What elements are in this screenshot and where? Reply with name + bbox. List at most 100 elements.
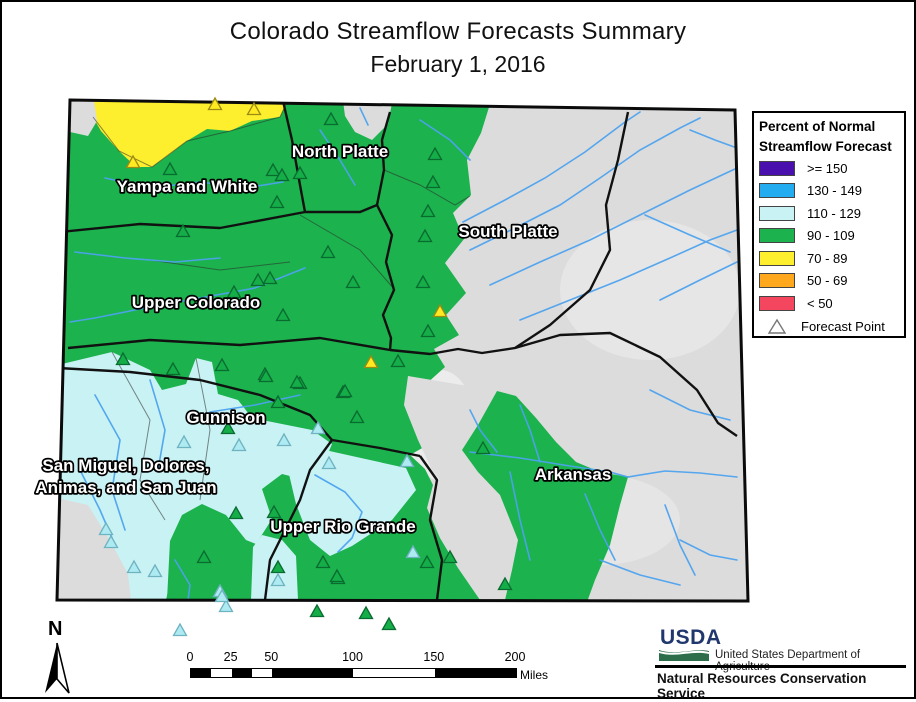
forecast-point-triangle	[269, 194, 285, 209]
legend-label: 70 - 89	[807, 250, 848, 266]
scale-bar-segments	[190, 668, 517, 678]
forecast-point-triangle	[310, 420, 326, 435]
forecast-point-triangle	[363, 354, 379, 369]
basin-boundaries	[57, 100, 738, 601]
legend-forecast-point-label: Forecast Point	[801, 318, 885, 334]
forecast-point-triangle	[381, 616, 397, 631]
forecast-point-triangle	[162, 161, 178, 176]
forecast-points-layer	[98, 96, 513, 637]
forecast-point-triangle	[349, 409, 365, 424]
legend-item: 50 - 69	[759, 270, 904, 293]
subbasin-lines	[92, 101, 471, 521]
forecast-point-triangle	[207, 96, 223, 111]
forecast-point-triangle	[289, 374, 305, 389]
basin-label: Yampa and White	[117, 177, 258, 196]
forecast-point-triangle	[214, 357, 230, 372]
state-border	[55, 98, 750, 603]
basin-label: Upper Rio Grande	[270, 517, 415, 536]
forecast-point-triangle	[98, 521, 114, 536]
basin-label: Upper Colorado	[132, 293, 260, 312]
map-title: Colorado Streamflow Forecasts Summary Fe…	[0, 18, 916, 78]
scale-tick: 200	[504, 650, 526, 664]
forecast-point-triangle	[323, 111, 339, 126]
forecast-point-triangle	[214, 588, 230, 603]
legend-title-line2: Streamflow Forecast	[759, 139, 892, 154]
scale-tick: 150	[423, 650, 445, 664]
forecast-point-triangle	[420, 203, 436, 218]
basin-label: North Platte	[292, 142, 388, 161]
no-data-arkansas-valley	[404, 376, 500, 495]
scale-tick: 50	[264, 650, 279, 664]
forecast-point-triangle	[320, 244, 336, 259]
rivers	[69, 107, 738, 601]
legend-label: 110 - 129	[807, 205, 861, 221]
usda-department-text: United States Department of Agriculture	[715, 649, 861, 673]
forecast-point-triangle	[231, 437, 247, 452]
north-arrow-icon	[45, 642, 70, 694]
forecast-point-triangle	[475, 440, 491, 455]
usda-swoosh-icon	[659, 650, 709, 661]
usda-logo-text: USDA	[660, 626, 722, 649]
forecast-point-triangle	[432, 303, 448, 318]
forecast-point-triangle	[274, 167, 290, 182]
hillshade	[560, 220, 740, 360]
scale-bar: 0 25 50 100 150 200 Miles	[187, 648, 558, 684]
forecast-point-triangle	[246, 101, 262, 116]
forecast-point-triangle	[126, 559, 142, 574]
forecast-point-triangle	[176, 434, 192, 449]
north-arrow: N	[40, 618, 80, 696]
forecast-point-triangle	[420, 323, 436, 338]
scale-unit: Miles	[520, 668, 549, 682]
legend-item: >= 150	[759, 157, 904, 180]
forecast-point-triangle	[405, 544, 421, 559]
forecast-point-triangle	[270, 559, 286, 574]
basin-fill-cyan-southwest	[57, 352, 332, 600]
forecast-point-triangle	[172, 622, 188, 637]
usda-agency-text: Natural Resources Conservation Service	[657, 671, 867, 701]
forecast-point-triangle	[442, 549, 458, 564]
legend-label: 90 - 109	[807, 228, 855, 244]
legend-item: 90 - 109	[759, 225, 904, 248]
basin-label: Arkansas	[535, 465, 612, 484]
forecast-point-triangle	[250, 272, 266, 287]
forecast-point-triangle	[337, 383, 353, 398]
legend-item: 130 - 149	[759, 180, 904, 203]
legend-label: >= 150	[807, 160, 848, 176]
legend-swatch	[759, 295, 795, 311]
forecast-point-triangle	[196, 549, 212, 564]
basin-fill-green-animas	[167, 504, 251, 600]
title-line2: February 1, 2016	[370, 51, 546, 77]
legend-swatch	[759, 273, 795, 289]
scale-tick: 100	[342, 650, 363, 664]
forecast-point-triangle	[218, 598, 234, 613]
forecast-point-triangle	[103, 534, 119, 549]
forecast-point-triangle	[329, 568, 345, 583]
forecast-point-triangle	[270, 572, 286, 587]
legend-title-line1: Percent of Normal	[759, 119, 876, 134]
forecast-point-triangle	[292, 165, 308, 180]
forecast-point-triangle	[266, 504, 282, 519]
no-data-top-patch	[343, 101, 392, 140]
legend: Percent of Normal Streamflow Forecast >=…	[752, 111, 906, 338]
legend-item: 110 - 129	[759, 202, 904, 225]
forecast-point-icon	[767, 318, 787, 334]
forecast-point-triangle	[226, 284, 242, 299]
no-data-sw-corner	[57, 498, 131, 600]
forecast-point-triangle	[115, 351, 131, 366]
legend-label: 130 - 149	[807, 183, 862, 199]
forecast-point-triangle	[345, 274, 361, 289]
forecast-point-triangle	[415, 274, 431, 289]
forecast-point-triangle	[321, 455, 337, 470]
no-data-nw-corner	[70, 100, 97, 136]
forecast-point-triangle	[258, 368, 274, 383]
usda-block: USDA United States Department of Agricul…	[655, 626, 906, 701]
forecast-point-triangle	[175, 223, 191, 238]
legend-swatch	[759, 205, 795, 221]
basin-fill-yellow-littlesnake	[93, 100, 287, 167]
forecast-point-triangle	[276, 432, 292, 447]
title-line1: Colorado Streamflow Forecasts Summary	[229, 18, 687, 45]
basin-label: San Miguel, Dolores,	[42, 456, 209, 475]
usda-divider	[655, 665, 906, 668]
